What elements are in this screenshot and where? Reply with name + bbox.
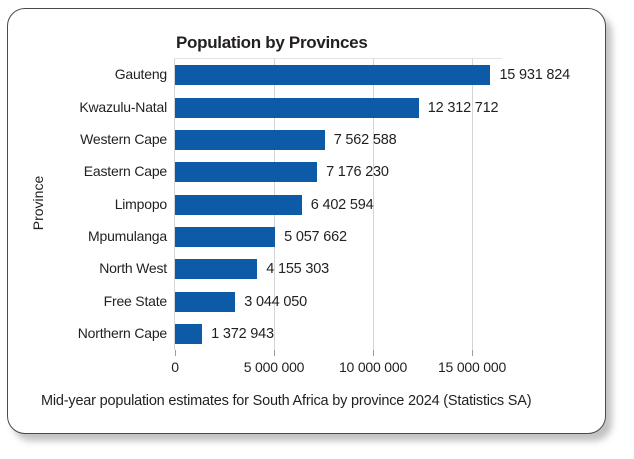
plot-area: 0 5 000 000 10 000 000 15 000 000 15 931 824… — [171, 58, 570, 375]
y-axis-category-labels: Gauteng Kwazulu-Natal Western Cape Eastern … — [8, 58, 167, 349]
bar-gauteng — [175, 65, 491, 86]
value-label-mpumulanga: 5 057 662 — [284, 228, 347, 245]
bar-western-cape — [175, 129, 325, 150]
bar-kwazulu-natal — [175, 97, 419, 118]
category-label-free-state: Free State — [103, 292, 168, 309]
bar-mpumulanga — [175, 226, 276, 247]
x-axis-tick — [175, 350, 176, 356]
bar-eastern-cape — [175, 162, 318, 183]
x-tick-label: 0 — [171, 359, 179, 375]
category-label-north-west: North West — [99, 260, 167, 277]
value-label-kwazulu-natal: 12 312 712 — [427, 99, 499, 116]
chart-caption: Mid-year population estimates for South … — [41, 393, 532, 409]
value-label-limpopo: 6 402 594 — [310, 196, 374, 213]
value-label-eastern-cape: 7 176 230 — [326, 164, 389, 181]
bar-free-state — [175, 291, 236, 312]
value-label-free-state: 3 044 050 — [244, 293, 307, 310]
chart-title: Population by Provinces — [176, 33, 368, 52]
value-label-northern-cape: 1 372 943 — [211, 325, 274, 342]
bar-limpopo — [175, 194, 302, 215]
category-label-western-cape: Western Cape — [80, 130, 167, 147]
bar-northern-cape — [175, 323, 203, 344]
value-label-north-west: 4 155 303 — [266, 261, 329, 278]
chart-card: Population by Provinces Gauteng Kwazulu-N… — [7, 8, 606, 434]
category-label-mpumulanga: Mpumulanga — [88, 227, 167, 244]
bar-north-west — [175, 259, 258, 280]
category-label-gauteng: Gauteng — [114, 66, 168, 83]
x-tick-label: 15 000 000 — [437, 359, 507, 375]
category-label-northern-cape: Northern Cape — [77, 324, 167, 341]
category-label-limpopo: Limpopo — [114, 195, 168, 212]
x-axis-tick — [373, 350, 374, 356]
gridline — [373, 59, 374, 350]
gridline — [472, 59, 473, 350]
y-axis-title: Province — [30, 175, 46, 231]
x-tick-label: 5 000 000 — [243, 359, 305, 375]
x-axis-tick — [274, 350, 275, 356]
category-label-eastern-cape: Eastern Cape — [83, 163, 167, 180]
category-label-kwazulu-natal: Kwazulu-Natal — [79, 98, 167, 115]
value-label-western-cape: 7 562 588 — [333, 131, 397, 148]
value-label-gauteng: 15 931 824 — [499, 67, 571, 84]
x-tick-label: 10 000 000 — [338, 359, 408, 375]
x-axis-tick — [472, 350, 473, 356]
